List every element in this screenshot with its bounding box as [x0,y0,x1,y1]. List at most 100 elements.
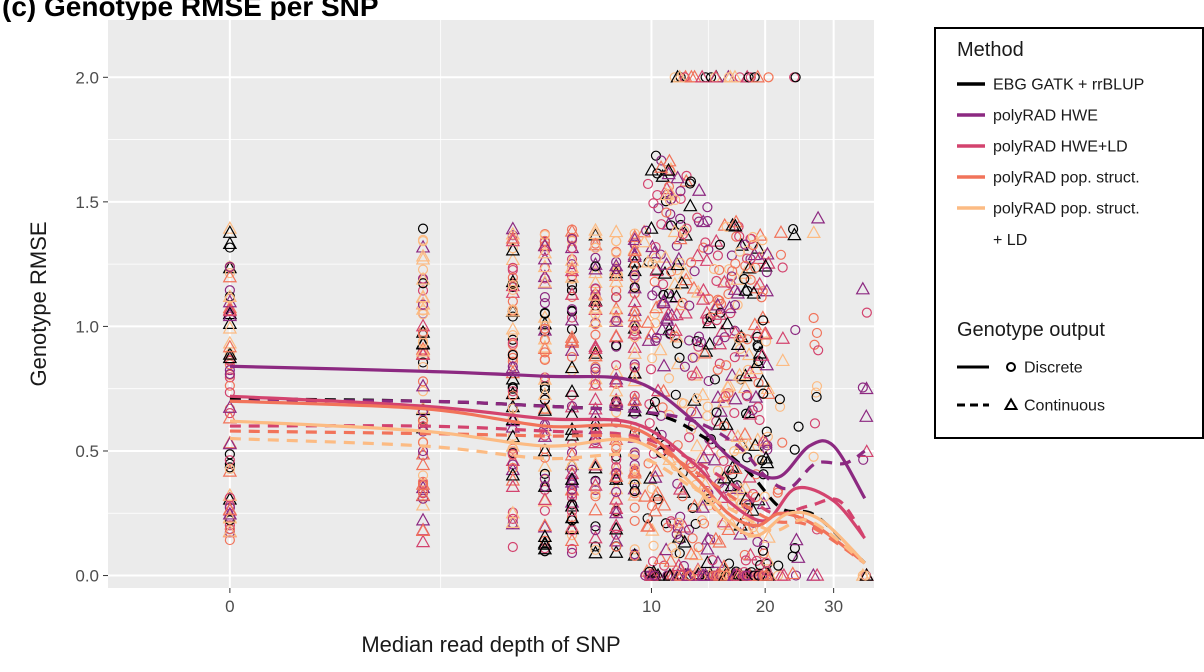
data-point-discrete [224,524,235,535]
data-point-discrete [685,176,697,187]
data-point-discrete [777,262,788,273]
data-point-continuous [859,381,874,395]
data-point-discrete [740,260,751,271]
data-point-continuous [222,335,238,349]
data-point-discrete [611,315,622,326]
data-point-continuous [717,217,732,231]
data-point-discrete [417,299,429,310]
data-point-discrete [590,476,601,487]
data-point-continuous [222,436,238,450]
data-point-discrete [539,468,550,479]
data-point-discrete [629,282,640,293]
data-point-continuous [627,339,642,353]
legend-method-label: polyRAD HWE+LD [993,139,1128,156]
data-point-discrete [590,238,601,249]
legend-methods: EBG GATK + rrBLUP polyRAD HWE polyRAD HWE+… [957,77,1144,249]
data-point-continuous [658,249,673,263]
data-point-continuous [728,325,743,339]
data-point-discrete [709,374,721,385]
data-point-continuous [655,322,670,336]
data-point-discrete [417,470,429,481]
data-point-discrete [611,451,622,462]
data-point-discrete [629,270,640,281]
data-point-continuous [643,470,658,484]
x-tick-label: 10 [642,597,661,616]
data-point-discrete [417,236,429,247]
data-point-continuous [672,69,687,83]
data-point-discrete [793,421,804,432]
data-point-discrete [789,444,800,455]
data-point-discrete [675,257,686,268]
data-point-discrete [757,235,768,246]
data-point-discrete [726,271,737,282]
data-point-continuous [588,314,603,328]
data-point-discrete [417,278,429,289]
data-point-continuous [222,303,238,317]
data-point-discrete [729,325,740,336]
y-tick-label: 1.5 [75,193,99,212]
data-point-discrete [417,476,429,487]
data-point-continuous [700,531,716,545]
data-point-discrete [811,327,823,339]
data-point-continuous [627,303,642,316]
data-point-discrete [679,361,690,372]
data-point-continuous [608,268,624,281]
data-point-continuous [608,518,624,532]
data-point-continuous [537,269,553,283]
data-point-continuous [222,260,238,274]
data-point-continuous [564,456,580,470]
data-point-discrete [734,246,745,257]
x-tick-label: 0 [225,597,234,616]
data-point-discrete [745,274,756,285]
data-point-continuous [627,280,642,294]
data-point-continuous [712,306,728,320]
data-point-discrete [711,315,722,326]
data-point-discrete [629,288,640,299]
data-point-continuous [645,239,660,253]
data-point-continuous [415,523,431,537]
data-point-discrete [566,529,578,541]
data-point-continuous [588,477,603,491]
data-point-discrete [808,451,819,462]
data-point-discrete [417,357,429,368]
data-point-continuous [564,510,580,524]
data-point-discrete [712,364,723,375]
data-point-discrete [611,462,622,473]
data-point-discrete [648,540,659,551]
plot-panel [108,20,874,588]
data-point-discrete [714,264,725,276]
data-point-discrete [724,464,735,475]
data-point-discrete [650,241,661,253]
data-point-continuous [537,245,553,259]
data-point-continuous [649,463,664,477]
data-point-continuous [505,233,521,247]
data-point-discrete [684,432,695,443]
data-point-discrete [857,382,868,393]
data-point-continuous [750,355,765,368]
data-point-continuous [656,295,671,309]
data-point-continuous [608,274,624,288]
data-point-continuous [742,260,757,274]
data-point-discrete [721,360,732,371]
data-point-continuous [758,450,774,464]
data-point-continuous [415,289,431,303]
data-point-discrete [677,297,688,308]
data-point-continuous [537,443,553,457]
data-point-continuous [505,230,521,244]
y-axis-title: Genotype RMSE [26,221,51,386]
data-point-continuous [222,410,238,424]
data-point-discrete [729,407,740,419]
data-point-continuous [787,227,802,241]
data-point-discrete [775,249,787,260]
data-point-continuous [747,247,762,261]
data-point-discrete [224,372,235,383]
data-point-continuous [699,253,715,266]
data-point-continuous [415,271,431,285]
data-point-continuous [645,522,660,536]
data-point-discrete [566,547,578,559]
data-point-continuous [608,545,624,558]
data-point-continuous [505,505,521,519]
data-point-discrete [810,387,822,398]
data-point-continuous [608,501,624,514]
data-point-continuous [695,291,711,305]
